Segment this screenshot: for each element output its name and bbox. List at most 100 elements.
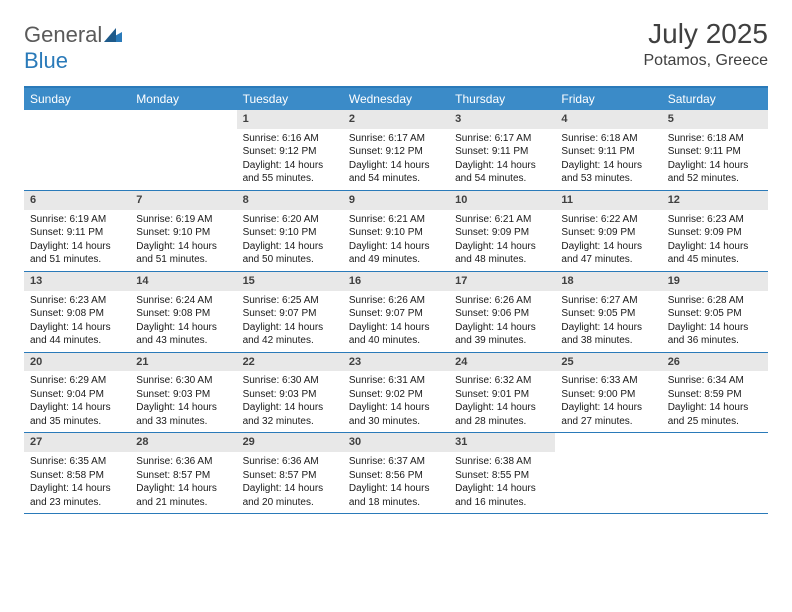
daylight-line: Daylight: 14 hours and 52 minutes. [668,159,762,186]
weekday-header: Thursday [449,88,555,110]
sunrise-line: Sunrise: 6:26 AM [349,294,443,308]
sunrise-line: Sunrise: 6:33 AM [561,374,655,388]
sunset-line: Sunset: 9:09 PM [561,226,655,240]
brand-part2: Blue [24,48,68,73]
daylight-line: Daylight: 14 hours and 54 minutes. [349,159,443,186]
calendar-day-cell: 15Sunrise: 6:25 AMSunset: 9:07 PMDayligh… [237,272,343,352]
day-details: Sunrise: 6:27 AMSunset: 9:05 PMDaylight:… [555,291,661,352]
calendar-week-row: 1Sunrise: 6:16 AMSunset: 9:12 PMDaylight… [24,110,768,191]
day-details: Sunrise: 6:19 AMSunset: 9:10 PMDaylight:… [130,210,236,271]
day-number: 5 [662,110,768,129]
sunset-line: Sunset: 9:11 PM [455,145,549,159]
day-details: Sunrise: 6:29 AMSunset: 9:04 PMDaylight:… [24,371,130,432]
daylight-line: Daylight: 14 hours and 38 minutes. [561,321,655,348]
location: Potamos, Greece [644,52,769,70]
calendar-day-cell: 13Sunrise: 6:23 AMSunset: 9:08 PMDayligh… [24,272,130,352]
sunset-line: Sunset: 9:00 PM [561,388,655,402]
day-details: Sunrise: 6:26 AMSunset: 9:07 PMDaylight:… [343,291,449,352]
calendar-week-row: 20Sunrise: 6:29 AMSunset: 9:04 PMDayligh… [24,353,768,434]
day-details: Sunrise: 6:31 AMSunset: 9:02 PMDaylight:… [343,371,449,432]
month-title: July 2025 [644,18,769,50]
daylight-line: Daylight: 14 hours and 48 minutes. [455,240,549,267]
calendar-day-cell: 23Sunrise: 6:31 AMSunset: 9:02 PMDayligh… [343,353,449,433]
sunrise-line: Sunrise: 6:30 AM [136,374,230,388]
day-number: 26 [662,353,768,372]
sunset-line: Sunset: 9:11 PM [30,226,124,240]
day-details: Sunrise: 6:16 AMSunset: 9:12 PMDaylight:… [237,129,343,190]
calendar-day-cell: 31Sunrise: 6:38 AMSunset: 8:55 PMDayligh… [449,433,555,513]
sunset-line: Sunset: 9:11 PM [668,145,762,159]
calendar-day-cell: 27Sunrise: 6:35 AMSunset: 8:58 PMDayligh… [24,433,130,513]
daylight-line: Daylight: 14 hours and 39 minutes. [455,321,549,348]
sunrise-line: Sunrise: 6:18 AM [561,132,655,146]
sunset-line: Sunset: 8:59 PM [668,388,762,402]
weekday-header: Friday [555,88,661,110]
calendar-day-cell [24,110,130,190]
sunrise-line: Sunrise: 6:22 AM [561,213,655,227]
day-number: 8 [237,191,343,210]
sunrise-line: Sunrise: 6:21 AM [455,213,549,227]
sunrise-line: Sunrise: 6:20 AM [243,213,337,227]
sunset-line: Sunset: 9:08 PM [136,307,230,321]
daylight-line: Daylight: 14 hours and 33 minutes. [136,401,230,428]
sunrise-line: Sunrise: 6:23 AM [668,213,762,227]
daylight-line: Daylight: 14 hours and 30 minutes. [349,401,443,428]
calendar-day-cell [555,433,661,513]
daylight-line: Daylight: 14 hours and 27 minutes. [561,401,655,428]
day-details: Sunrise: 6:36 AMSunset: 8:57 PMDaylight:… [237,452,343,513]
calendar-day-cell [130,110,236,190]
sunrise-line: Sunrise: 6:31 AM [349,374,443,388]
calendar-day-cell: 4Sunrise: 6:18 AMSunset: 9:11 PMDaylight… [555,110,661,190]
day-number: 11 [555,191,661,210]
day-number: 19 [662,272,768,291]
day-details: Sunrise: 6:30 AMSunset: 9:03 PMDaylight:… [130,371,236,432]
day-details: Sunrise: 6:38 AMSunset: 8:55 PMDaylight:… [449,452,555,513]
sunset-line: Sunset: 9:09 PM [455,226,549,240]
sunrise-line: Sunrise: 6:21 AM [349,213,443,227]
daylight-line: Daylight: 14 hours and 53 minutes. [561,159,655,186]
calendar-day-cell: 20Sunrise: 6:29 AMSunset: 9:04 PMDayligh… [24,353,130,433]
calendar-day-cell: 12Sunrise: 6:23 AMSunset: 9:09 PMDayligh… [662,191,768,271]
daylight-line: Daylight: 14 hours and 28 minutes. [455,401,549,428]
day-details: Sunrise: 6:22 AMSunset: 9:09 PMDaylight:… [555,210,661,271]
calendar-day-cell: 14Sunrise: 6:24 AMSunset: 9:08 PMDayligh… [130,272,236,352]
daylight-line: Daylight: 14 hours and 44 minutes. [30,321,124,348]
daylight-line: Daylight: 14 hours and 32 minutes. [243,401,337,428]
brand-part1: General [24,22,102,47]
day-details: Sunrise: 6:21 AMSunset: 9:09 PMDaylight:… [449,210,555,271]
daylight-line: Daylight: 14 hours and 54 minutes. [455,159,549,186]
day-number: 13 [24,272,130,291]
calendar-day-cell: 28Sunrise: 6:36 AMSunset: 8:57 PMDayligh… [130,433,236,513]
calendar-day-cell: 5Sunrise: 6:18 AMSunset: 9:11 PMDaylight… [662,110,768,190]
day-details: Sunrise: 6:18 AMSunset: 9:11 PMDaylight:… [662,129,768,190]
day-details: Sunrise: 6:23 AMSunset: 9:08 PMDaylight:… [24,291,130,352]
sunrise-line: Sunrise: 6:36 AM [243,455,337,469]
calendar-body: 1Sunrise: 6:16 AMSunset: 9:12 PMDaylight… [24,110,768,514]
day-number: 12 [662,191,768,210]
calendar-day-cell: 1Sunrise: 6:16 AMSunset: 9:12 PMDaylight… [237,110,343,190]
day-details: Sunrise: 6:23 AMSunset: 9:09 PMDaylight:… [662,210,768,271]
daylight-line: Daylight: 14 hours and 45 minutes. [668,240,762,267]
day-details: Sunrise: 6:20 AMSunset: 9:10 PMDaylight:… [237,210,343,271]
sunset-line: Sunset: 8:55 PM [455,469,549,483]
sunrise-line: Sunrise: 6:30 AM [243,374,337,388]
weekday-header: Saturday [662,88,768,110]
day-number: 25 [555,353,661,372]
sunrise-line: Sunrise: 6:17 AM [349,132,443,146]
calendar-day-cell: 8Sunrise: 6:20 AMSunset: 9:10 PMDaylight… [237,191,343,271]
daylight-line: Daylight: 14 hours and 35 minutes. [30,401,124,428]
day-details: Sunrise: 6:35 AMSunset: 8:58 PMDaylight:… [24,452,130,513]
day-number: 14 [130,272,236,291]
calendar-day-cell: 29Sunrise: 6:36 AMSunset: 8:57 PMDayligh… [237,433,343,513]
weekday-header: Tuesday [237,88,343,110]
sunset-line: Sunset: 9:03 PM [136,388,230,402]
sunrise-line: Sunrise: 6:24 AM [136,294,230,308]
day-number: 21 [130,353,236,372]
calendar-day-cell: 2Sunrise: 6:17 AMSunset: 9:12 PMDaylight… [343,110,449,190]
day-number: 30 [343,433,449,452]
header: GeneralBlue July 2025 Potamos, Greece [24,18,768,74]
day-details: Sunrise: 6:30 AMSunset: 9:03 PMDaylight:… [237,371,343,432]
day-details: Sunrise: 6:32 AMSunset: 9:01 PMDaylight:… [449,371,555,432]
calendar-day-cell: 10Sunrise: 6:21 AMSunset: 9:09 PMDayligh… [449,191,555,271]
title-block: July 2025 Potamos, Greece [644,18,769,70]
